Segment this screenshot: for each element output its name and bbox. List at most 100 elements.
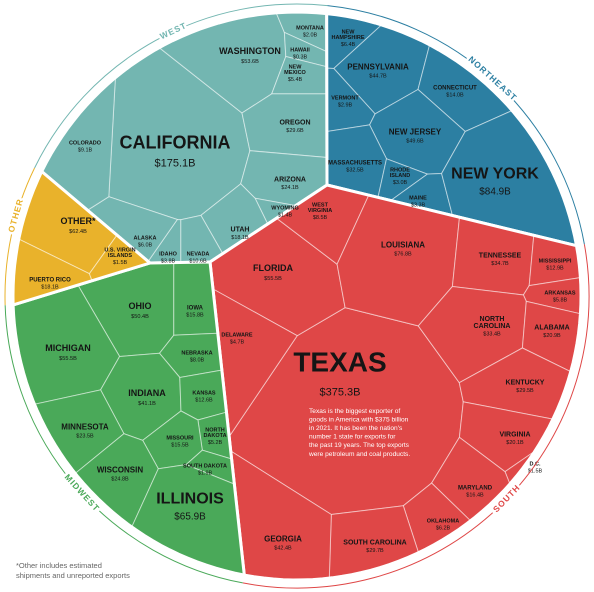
region-border: [325, 12, 578, 248]
state-value: $6.2B: [436, 525, 451, 531]
state-name: FLORIDA: [253, 263, 293, 273]
state-name-line: NORTH: [205, 428, 225, 434]
state-value: $3.3B: [411, 202, 426, 208]
state-name: CALIFORNIA: [120, 132, 231, 152]
ring-arc: [242, 244, 590, 589]
state-name: TEXAS: [293, 347, 386, 378]
state-value: $5.2B: [208, 440, 223, 446]
state-name: MARYLAND: [458, 485, 493, 491]
state-value: $23.5B: [76, 434, 94, 440]
annotation: goods in America with $375 billion: [309, 416, 409, 423]
state-value: $50.4B: [131, 314, 149, 320]
ring-arc: [34, 3, 328, 169]
state-name: MAINE: [409, 196, 427, 202]
state-name-line: NORTH: [480, 316, 505, 323]
state-name: NEW YORK: [451, 166, 539, 183]
state-name-line: NEW: [342, 30, 356, 36]
annotation: were petroleum and coal products.: [308, 451, 410, 458]
state-value: $41.1B: [138, 401, 156, 407]
state-value: $24.8B: [111, 477, 129, 483]
state-name: WEST VIRGINIA: [308, 203, 332, 215]
cells: [11, 10, 583, 582]
state-name: MICHIGAN: [45, 343, 91, 353]
state-value: $29.6B: [286, 128, 304, 134]
state-name: ALASKA: [134, 236, 157, 242]
state-name-line: U.S. VIRGIN: [104, 248, 135, 254]
state-value: $18.1B: [41, 285, 59, 291]
state-value: $20.1B: [506, 440, 524, 446]
state-value: $55.5B: [59, 356, 77, 362]
state-name: INDIANA: [128, 388, 166, 398]
state-name: OREGON: [279, 119, 310, 126]
state-value: $1.5B: [113, 260, 128, 266]
state-value: $1.4B: [278, 212, 293, 218]
state-value: $65.9B: [174, 512, 206, 523]
state-name: KENTUCKY: [506, 379, 545, 386]
labels: CALIFORNIA $175.1B WASHINGTON $53.6B MONTANA…: [29, 26, 576, 555]
state-value: $42.4B: [274, 546, 292, 552]
state-name: IOWA: [187, 305, 204, 311]
state-value: $14.0B: [446, 93, 464, 99]
region-border: [11, 170, 152, 307]
state-name: IDAHO: [159, 252, 177, 258]
state-value: $12.6B: [195, 397, 213, 403]
region-border: [40, 10, 329, 265]
region-border: [208, 183, 583, 582]
state-name: ARKANSAS: [544, 291, 576, 297]
state-value: $15.8B: [186, 313, 204, 319]
state-name-line: NEW: [289, 65, 303, 71]
ring-arc: [4, 305, 243, 584]
state-value: $10.6B: [189, 258, 207, 264]
state-value: $55.5B: [264, 276, 282, 282]
state-name: SOUTH DAKOTA: [183, 464, 227, 470]
state-value: $2.0B: [303, 32, 318, 38]
state-name: CONNECTICUT: [433, 85, 477, 91]
state-name: SOUTH CAROLINA: [343, 539, 406, 546]
state-name: ARIZONA: [274, 176, 306, 183]
state-value: $0.3B: [293, 54, 308, 60]
state-name: TENNESSEE: [479, 252, 522, 259]
state-value: $20.9B: [543, 333, 561, 339]
state-value: $9.1B: [78, 147, 93, 153]
state-name: UTAH: [231, 226, 250, 233]
state-name: HAWAII: [290, 48, 310, 54]
state-value: $29.5B: [516, 388, 534, 394]
annotation: in 2021. It has been the nation's: [309, 425, 403, 432]
annotation: the past 19 years. The top exports: [309, 442, 410, 449]
state-value: $375.3B: [320, 386, 361, 398]
state-name: NORTH DAKOTA: [203, 428, 226, 440]
state-value: $4.7B: [230, 339, 245, 345]
state-name: ALABAMA: [534, 324, 569, 331]
state-name: NEW MEXICO: [284, 65, 306, 77]
annotation: Texas is the biggest exporter of: [309, 408, 400, 415]
state-value: $62.4B: [69, 229, 87, 235]
state-name: COLORADO: [69, 141, 102, 147]
state-value: $5.8B: [553, 297, 568, 303]
state-name: MONTANA: [296, 26, 324, 32]
state-name: OHIO: [128, 301, 151, 311]
state-value: $1.9B: [198, 470, 213, 476]
state-value: $53.6B: [241, 59, 259, 65]
state-name-line: RHODE: [390, 168, 410, 174]
region-border: [11, 260, 246, 577]
state-name: MINNESOTA: [61, 422, 109, 431]
state-name: WISCONSIN: [97, 465, 143, 474]
footnote: *Other includes estimated: [16, 561, 102, 570]
state-name: RHODE ISLAND: [390, 168, 411, 180]
state-value: $18.1B: [231, 235, 249, 241]
state-name-line: WEST: [312, 203, 329, 209]
state-name: VIRGINIA: [499, 431, 530, 438]
state-name: MASSACHUSETTS: [328, 160, 382, 166]
state-name: WASHINGTON: [219, 46, 281, 56]
state-name-line: MEXICO: [284, 70, 306, 76]
state-value: $5.4B: [288, 77, 303, 83]
state-name: U.S. VIRGIN ISLANDS: [104, 248, 135, 260]
state-value: $34.7B: [491, 261, 509, 267]
state-name: OKLAHOMA: [427, 519, 459, 525]
state-name: LOUISIANA: [381, 240, 425, 249]
state-value: $29.7B: [366, 548, 384, 554]
state-name: NEBRASKA: [181, 351, 212, 357]
state-value: $49.6B: [406, 139, 424, 145]
ring-arc: [327, 5, 585, 245]
state-value: $16.4B: [466, 493, 484, 499]
